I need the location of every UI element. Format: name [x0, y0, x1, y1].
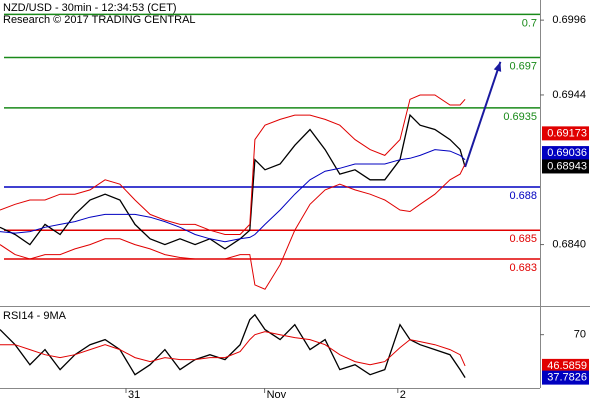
y-tick-label: 0.6944	[552, 89, 586, 101]
x-tick-label: 2	[400, 389, 406, 400]
price-tag-label: 46.5859	[547, 360, 587, 372]
level-label: 0.683	[509, 262, 537, 274]
level-label: 0.688	[509, 190, 537, 202]
price-tag-label: 37.7826	[547, 372, 587, 384]
chart-subtitle: Research © 2017 TRADING CENTRAL	[3, 14, 196, 26]
series-line	[0, 331, 466, 367]
price-tag	[542, 159, 589, 174]
price-tag	[542, 126, 589, 141]
level-label: 0.6935	[503, 111, 537, 123]
price-tag-label: 0.68943	[547, 160, 587, 172]
y-tick-label: 0.6840	[552, 238, 586, 250]
price-tag	[542, 370, 589, 385]
arrow-head	[493, 61, 502, 72]
y-tick-label: 0.6996	[552, 14, 586, 26]
level-label: 0.7	[522, 17, 537, 29]
series-line	[0, 313, 466, 378]
price-tag	[542, 146, 589, 161]
chart-title: RSI14 - 9MA	[3, 310, 67, 322]
x-tick-label: Nov	[267, 389, 287, 400]
chart-title: NZD/USD - 30min - 12:34:53 (CET)	[3, 2, 177, 14]
series-line	[0, 113, 466, 250]
series-line	[0, 163, 466, 290]
price-tag	[542, 358, 589, 373]
price-tag-label: 0.69036	[547, 147, 587, 159]
y-tick-label: 70	[574, 329, 586, 341]
x-tick-label: 31	[128, 389, 140, 400]
series-line	[0, 149, 466, 243]
level-label: 0.697	[509, 60, 537, 72]
price-tag-label: 0.69173	[547, 127, 587, 139]
target-arrow	[464, 61, 502, 168]
series-line	[0, 94, 466, 235]
level-label: 0.685	[509, 233, 537, 245]
